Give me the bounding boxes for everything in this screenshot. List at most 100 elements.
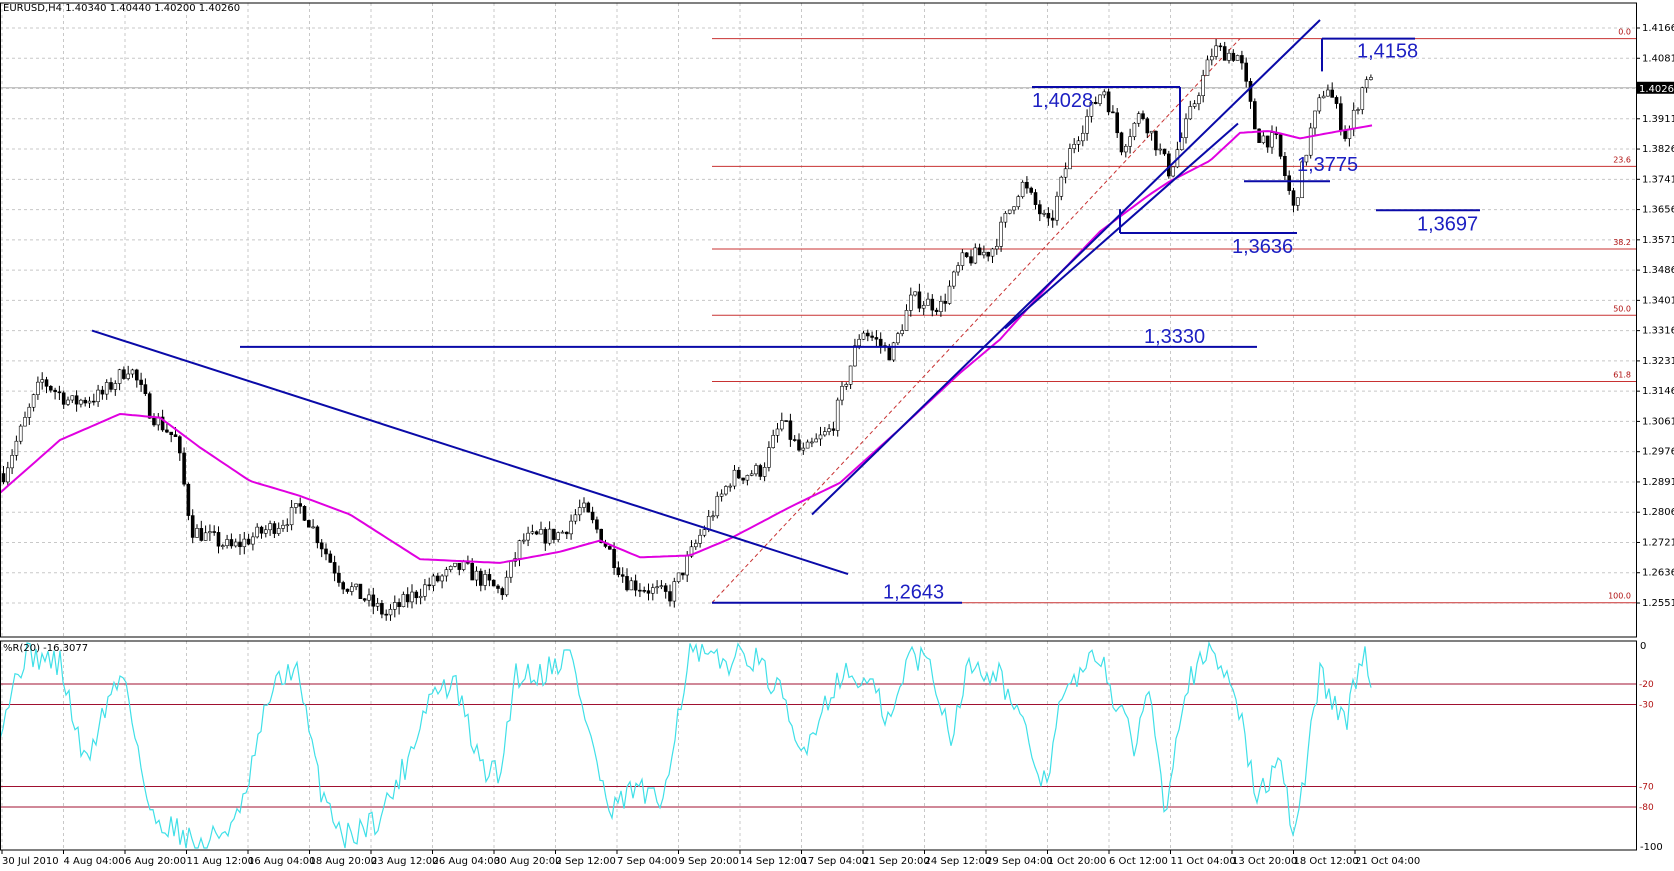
williams-r-oscillator: -20 -30 -70 -80 0 -100 — [0, 640, 1663, 853]
candle-body — [272, 523, 277, 534]
x-tick-label: 13 Oct 20:00 — [1232, 856, 1297, 867]
candle-body — [668, 591, 672, 602]
level-label: 1,4028 — [1032, 90, 1093, 112]
candle-body — [135, 369, 139, 381]
candle-body — [1330, 89, 1334, 98]
candle-body — [607, 546, 612, 550]
candle-body — [831, 428, 836, 431]
candle-body — [521, 539, 526, 542]
candle-body — [1132, 122, 1137, 138]
candle-body — [1016, 196, 1021, 208]
candle-body — [1020, 181, 1025, 197]
candle-body — [573, 514, 578, 522]
candle-body — [478, 570, 483, 586]
candle-body — [302, 506, 307, 521]
candle-body — [930, 298, 935, 311]
candle-body — [1364, 79, 1369, 89]
candle-body — [190, 515, 195, 538]
candle-body — [754, 465, 758, 475]
candle-body — [367, 594, 371, 601]
candle-body — [758, 465, 763, 477]
candle-body — [689, 546, 694, 557]
indicator-info: %R(20) -16.3077 — [3, 643, 88, 654]
candle-body — [1119, 132, 1124, 153]
candle-body — [569, 520, 573, 535]
candle-body — [491, 579, 496, 587]
candle-body — [328, 553, 333, 563]
candle-body — [878, 338, 883, 346]
candle-body — [225, 539, 229, 546]
candle-body — [311, 526, 315, 529]
candle-body — [66, 399, 70, 405]
candle-body — [1287, 175, 1291, 191]
candlesticks — [1, 39, 1373, 621]
osc-level-label: -80 — [1639, 803, 1654, 813]
candle-body — [1025, 181, 1029, 189]
y-tick-label: 1.30610 — [1642, 416, 1674, 427]
candle-body — [1210, 56, 1214, 61]
candle-body — [160, 416, 165, 431]
candle-body — [663, 585, 668, 592]
y-tick-label: 1.39110 — [1642, 114, 1674, 125]
candle-body — [822, 431, 827, 436]
candle-body — [827, 428, 831, 432]
candle-body — [530, 531, 535, 534]
candle-body — [1270, 132, 1274, 148]
candle-body — [539, 529, 543, 535]
fib-label: 100.0 — [1608, 592, 1631, 601]
candle-body — [1033, 192, 1038, 205]
candle-body — [994, 246, 999, 250]
candle-body — [715, 496, 720, 517]
candle-body — [281, 524, 285, 529]
y-tick-label: 1.28060 — [1642, 507, 1674, 518]
candle-body — [1197, 95, 1201, 105]
candle-body — [341, 582, 346, 590]
candle-body — [814, 438, 819, 443]
osc-level-tag — [1637, 679, 1653, 689]
candle-body — [1326, 89, 1330, 97]
candle-body — [964, 252, 969, 257]
candle-body — [676, 572, 681, 582]
x-tick-label: 18 Oct 12:00 — [1294, 856, 1359, 867]
candle-body — [642, 590, 647, 592]
candle-body — [289, 507, 294, 526]
candle-body — [1158, 148, 1162, 151]
candle-body — [1188, 106, 1193, 120]
candle-body — [1050, 217, 1055, 221]
candle-body — [629, 580, 634, 591]
candle-body — [44, 379, 49, 387]
candle-body — [1046, 212, 1051, 219]
williams-r-line — [0, 640, 1372, 849]
candle-body — [435, 575, 440, 582]
candle-body — [483, 574, 487, 586]
y-tick-label: 1.25510 — [1642, 598, 1674, 609]
candle-body — [500, 588, 505, 596]
x-tick-label: 7 Sep 04:00 — [617, 856, 677, 867]
candle-body — [1240, 55, 1244, 64]
candle-body — [453, 562, 457, 567]
candle-body — [1115, 112, 1119, 134]
candle-body — [1218, 45, 1223, 48]
y-tick-label: 1.26360 — [1642, 568, 1674, 579]
candle-body — [1317, 97, 1322, 112]
candle-body — [298, 503, 303, 507]
symbol-info: EURUSD,H4 1.40340 1.40440 1.40200 1.4026… — [3, 3, 240, 14]
candle-body — [238, 541, 242, 548]
fib-label: 0.0 — [1618, 28, 1631, 37]
x-tick-label: 17 Sep 04:00 — [802, 856, 869, 867]
candle-body — [48, 386, 53, 391]
grid — [0, 3, 1636, 850]
y-tick-label: 1.34010 — [1642, 295, 1674, 306]
candle-body — [294, 503, 298, 508]
candle-body — [182, 452, 186, 485]
downtrend-line — [91, 329, 849, 576]
candle-body — [40, 379, 45, 383]
candle-body — [113, 383, 118, 390]
candle-body — [1283, 155, 1287, 176]
y-tick-label: 1.34860 — [1642, 265, 1674, 276]
candle-body — [401, 594, 406, 607]
candle-body — [1171, 166, 1175, 177]
candle-body — [74, 395, 79, 405]
candle-body — [1106, 91, 1111, 113]
candle-body — [1111, 111, 1115, 114]
